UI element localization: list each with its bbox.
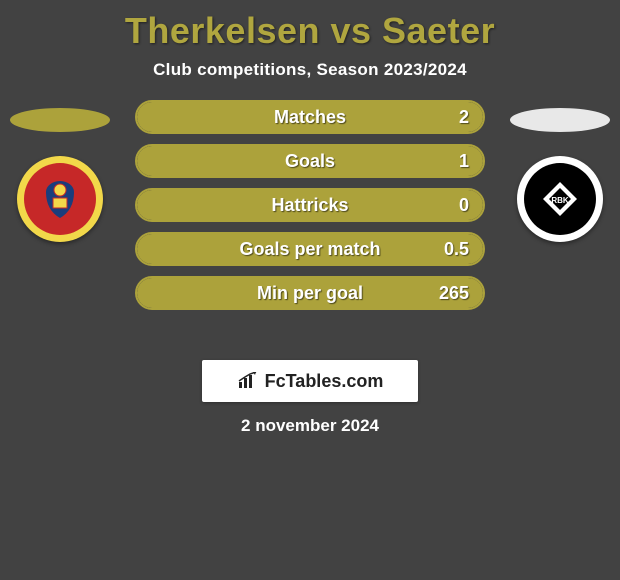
stat-label: Goals per match [137,234,483,264]
page-title: Therkelsen vs Saeter [0,10,620,52]
crest-right: RBK [517,156,603,242]
crest-left [17,156,103,242]
comparison-section: RBK Matches2Goals1Hattricks0Goals per ma… [0,108,620,348]
stat-label: Min per goal [137,278,483,308]
svg-text:RBK: RBK [551,196,569,205]
stat-label: Hattricks [137,190,483,220]
stat-bar: Hattricks0 [135,188,485,222]
subtitle: Club competitions, Season 2023/2024 [0,60,620,80]
stat-bar: Goals1 [135,144,485,178]
diamond-icon: RBK [537,176,583,222]
player-right: RBK [500,108,620,242]
stat-value: 0 [459,190,469,220]
stat-value: 2 [459,102,469,132]
stat-label: Goals [137,146,483,176]
brand-text: FcTables.com [265,371,384,392]
crest-left-inner [24,163,96,235]
date-text: 2 november 2024 [0,416,620,436]
stat-bar: Min per goal265 [135,276,485,310]
stat-value: 265 [439,278,469,308]
stat-bar: Matches2 [135,100,485,134]
crest-right-inner: RBK [524,163,596,235]
stat-bar: Goals per match0.5 [135,232,485,266]
shield-icon [37,176,83,222]
player-left [0,108,120,242]
chart-icon [237,372,259,390]
stat-label: Matches [137,102,483,132]
brand-box: FcTables.com [202,360,418,402]
ellipse-left [10,108,110,132]
stat-value: 1 [459,146,469,176]
stat-bars: Matches2Goals1Hattricks0Goals per match0… [135,100,485,320]
stat-value: 0.5 [444,234,469,264]
ellipse-right [510,108,610,132]
